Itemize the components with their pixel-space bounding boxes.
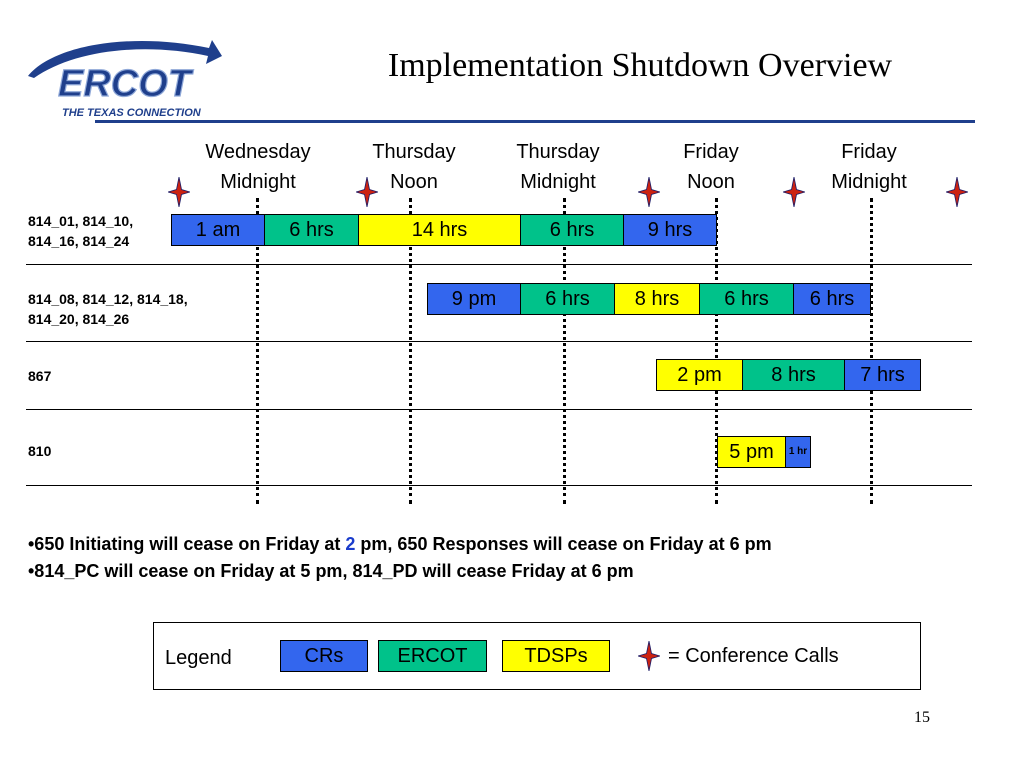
row-label-814-group-2: 814_08, 814_12, 814_18, 814_20, 814_26 <box>28 291 188 327</box>
segment-cr: 1 am <box>171 214 265 246</box>
time-guide-wednesday-midnight <box>256 198 259 504</box>
row-divider <box>26 409 972 410</box>
segment-ercot: 6 hrs <box>264 214 359 246</box>
row-divider <box>26 264 972 265</box>
conference-call-icon <box>638 177 660 207</box>
segment-ercot: 6 hrs <box>520 283 615 315</box>
conference-call-icon <box>356 177 378 207</box>
ercot-logo: ERCOT THE TEXAS CONNECTION <box>28 40 222 119</box>
column-header-friday-midnight: Friday Midnight <box>831 141 907 193</box>
segment-cr: 1 hr <box>785 436 811 468</box>
logo-wordmark: ERCOT <box>58 63 194 105</box>
time-guide-thursday-midnight <box>563 198 566 504</box>
note-814-pc: •814_PC will cease on Friday at 5 pm, 81… <box>28 561 634 581</box>
time-guide-friday-midnight <box>870 198 873 504</box>
legend-tdsp-swatch: TDSPs <box>502 640 610 672</box>
segment-cr: 9 pm <box>427 283 521 315</box>
row-label-810: 810 <box>28 443 52 459</box>
note-650: •650 Initiating will cease on Friday at … <box>28 534 772 554</box>
segment-ercot: 8 hrs <box>742 359 845 391</box>
legend-box <box>153 622 921 690</box>
segment-cr: 9 hrs <box>623 214 717 246</box>
segment-cr: 7 hrs <box>844 359 921 391</box>
conference-call-icon <box>168 177 190 207</box>
page-title: Implementation Shutdown Overview <box>387 47 893 84</box>
row-divider <box>26 485 972 486</box>
segment-tdsp: 14 hrs <box>358 214 521 246</box>
conference-call-icon <box>638 641 660 671</box>
legend-label: Legend <box>165 647 232 669</box>
legend-conference-calls: = Conference Calls <box>668 645 839 667</box>
legend-ercot-swatch: ERCOT <box>378 640 487 672</box>
note-highlight: 2 <box>345 534 356 554</box>
column-header-thursday-midnight: Thursday Midnight <box>516 141 600 193</box>
title-rule <box>95 120 975 123</box>
row-divider <box>26 341 972 342</box>
row-label-814-group-1: 814_01, 814_10, 814_16, 814_24 <box>28 213 134 249</box>
time-guide-thursday-noon <box>409 198 412 504</box>
logo-tagline: THE TEXAS CONNECTION <box>62 107 202 119</box>
column-header-wednesday-midnight: Wednesday Midnight <box>205 141 311 193</box>
conference-call-icon <box>783 177 805 207</box>
row-label-867: 867 <box>28 368 52 384</box>
column-header-thursday-noon: Thursday Noon <box>372 141 456 193</box>
legend-cr-swatch: CRs <box>280 640 368 672</box>
time-guide-friday-noon <box>715 198 718 504</box>
segment-ercot: 6 hrs <box>699 283 794 315</box>
segment-tdsp: 8 hrs <box>614 283 700 315</box>
conference-call-icon <box>946 177 968 207</box>
segment-ercot: 6 hrs <box>520 214 624 246</box>
segment-cr: 6 hrs <box>793 283 871 315</box>
page-number: 15 <box>914 709 930 726</box>
segment-tdsp: 2 pm <box>656 359 743 391</box>
column-header-friday-noon: Friday Noon <box>683 141 739 193</box>
segment-tdsp: 5 pm <box>717 436 786 468</box>
